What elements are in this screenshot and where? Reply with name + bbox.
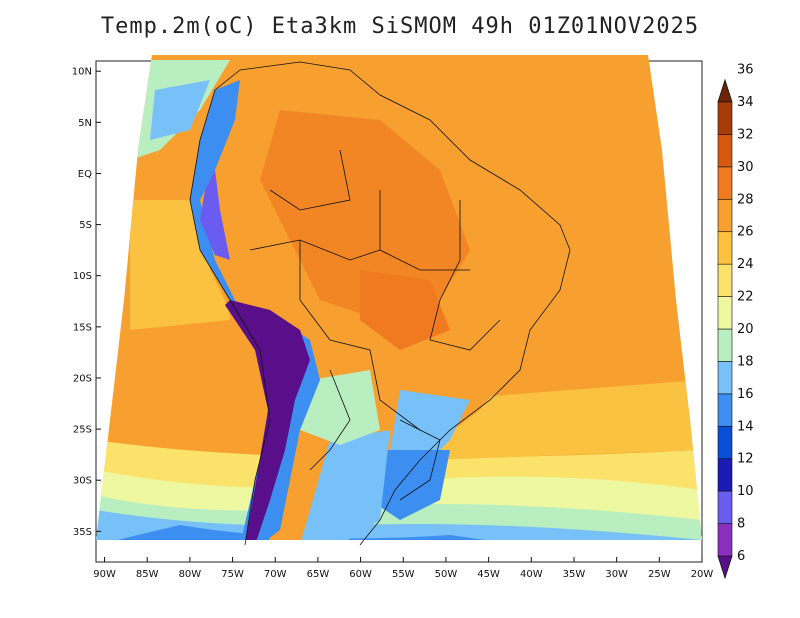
map-title: Temp.2m(oC) Eta3km SiSMOM 49h 01Z01NOV20… [100,14,700,39]
lat-label: 5S [79,220,92,231]
colorbar-band [717,328,733,362]
colorbar-band [717,490,733,524]
lon-label: 80W [179,569,202,580]
lon-label: 90W [93,569,116,580]
lon-label: 60W [349,569,372,580]
colorbar-label: 20 [737,322,754,337]
colorbar-label: 24 [737,257,754,272]
colorbar-band [717,393,733,427]
lon-label: 35W [563,569,586,580]
lat-label: 20S [73,373,92,384]
lon-label: 55W [392,569,415,580]
colorbar-label: 22 [737,290,754,305]
colorbar-band [717,296,733,330]
colorbar-band [717,458,733,492]
colorbar-band [717,263,733,297]
colorbar-band [717,523,733,557]
colorbar-label: 28 [737,192,754,207]
colorbar-band [717,134,733,168]
colorbar-label: 6 [737,549,745,564]
colorbar-band [717,425,733,460]
colorbar-band [717,231,733,265]
longitude-axis: 90W 85W 80W 75W 70W 65W 60W 55W 50W 45W 40W 35W 30W 2… [93,557,713,580]
lat-label: 25S [73,425,92,436]
colorbar-label: 12 [737,452,754,467]
colorbar-label: 26 [737,225,754,240]
colorbar-band [717,198,733,233]
lat-label: 30S [73,476,92,487]
lon-label: 25W [648,569,671,580]
colorbar-band [717,101,733,135]
lon-label: 20W [691,569,714,580]
colorbar-label: 14 [737,419,754,434]
colorbar-band [717,361,733,395]
lon-label: 45W [477,569,500,580]
lon-label: 30W [605,569,628,580]
temperature-colorbar: 6 8 10 12 14 16 18 20 22 24 26 28 30 32 34 36 [717,63,754,580]
colorbar-label: 32 [737,127,754,142]
lat-label: 5N [78,118,92,129]
lon-label: 65W [307,569,330,580]
latitude-axis: 10N 5N EQ 5S 10S 15S 20S 25S 30S 35S [72,67,101,538]
lat-label: 35S [73,527,92,538]
colorbar-band [717,166,733,200]
lat-label: 10N [72,67,92,78]
colorbar-label: 18 [737,354,754,369]
lon-label: 85W [136,569,159,580]
colorbar-label: 36 [737,63,754,78]
lon-label: 50W [435,569,458,580]
lat-label: 10S [73,271,92,282]
colorbar-label: 34 [737,95,754,110]
colorbar-label: 16 [737,387,754,402]
lat-label: 15S [73,322,92,333]
country-borders [189,61,571,546]
lon-label: 70W [264,569,287,580]
temperature-field [96,55,702,540]
colorbar-label: 30 [737,160,754,175]
colorbar-upper-arrow [717,78,733,103]
colorbar-label: 8 [737,517,745,532]
colorbar-label: 10 [737,484,754,499]
lon-label: 40W [520,569,543,580]
lon-label: 75W [221,569,244,580]
colorbar-lower-arrow [717,555,733,580]
lat-label: EQ [78,169,92,180]
